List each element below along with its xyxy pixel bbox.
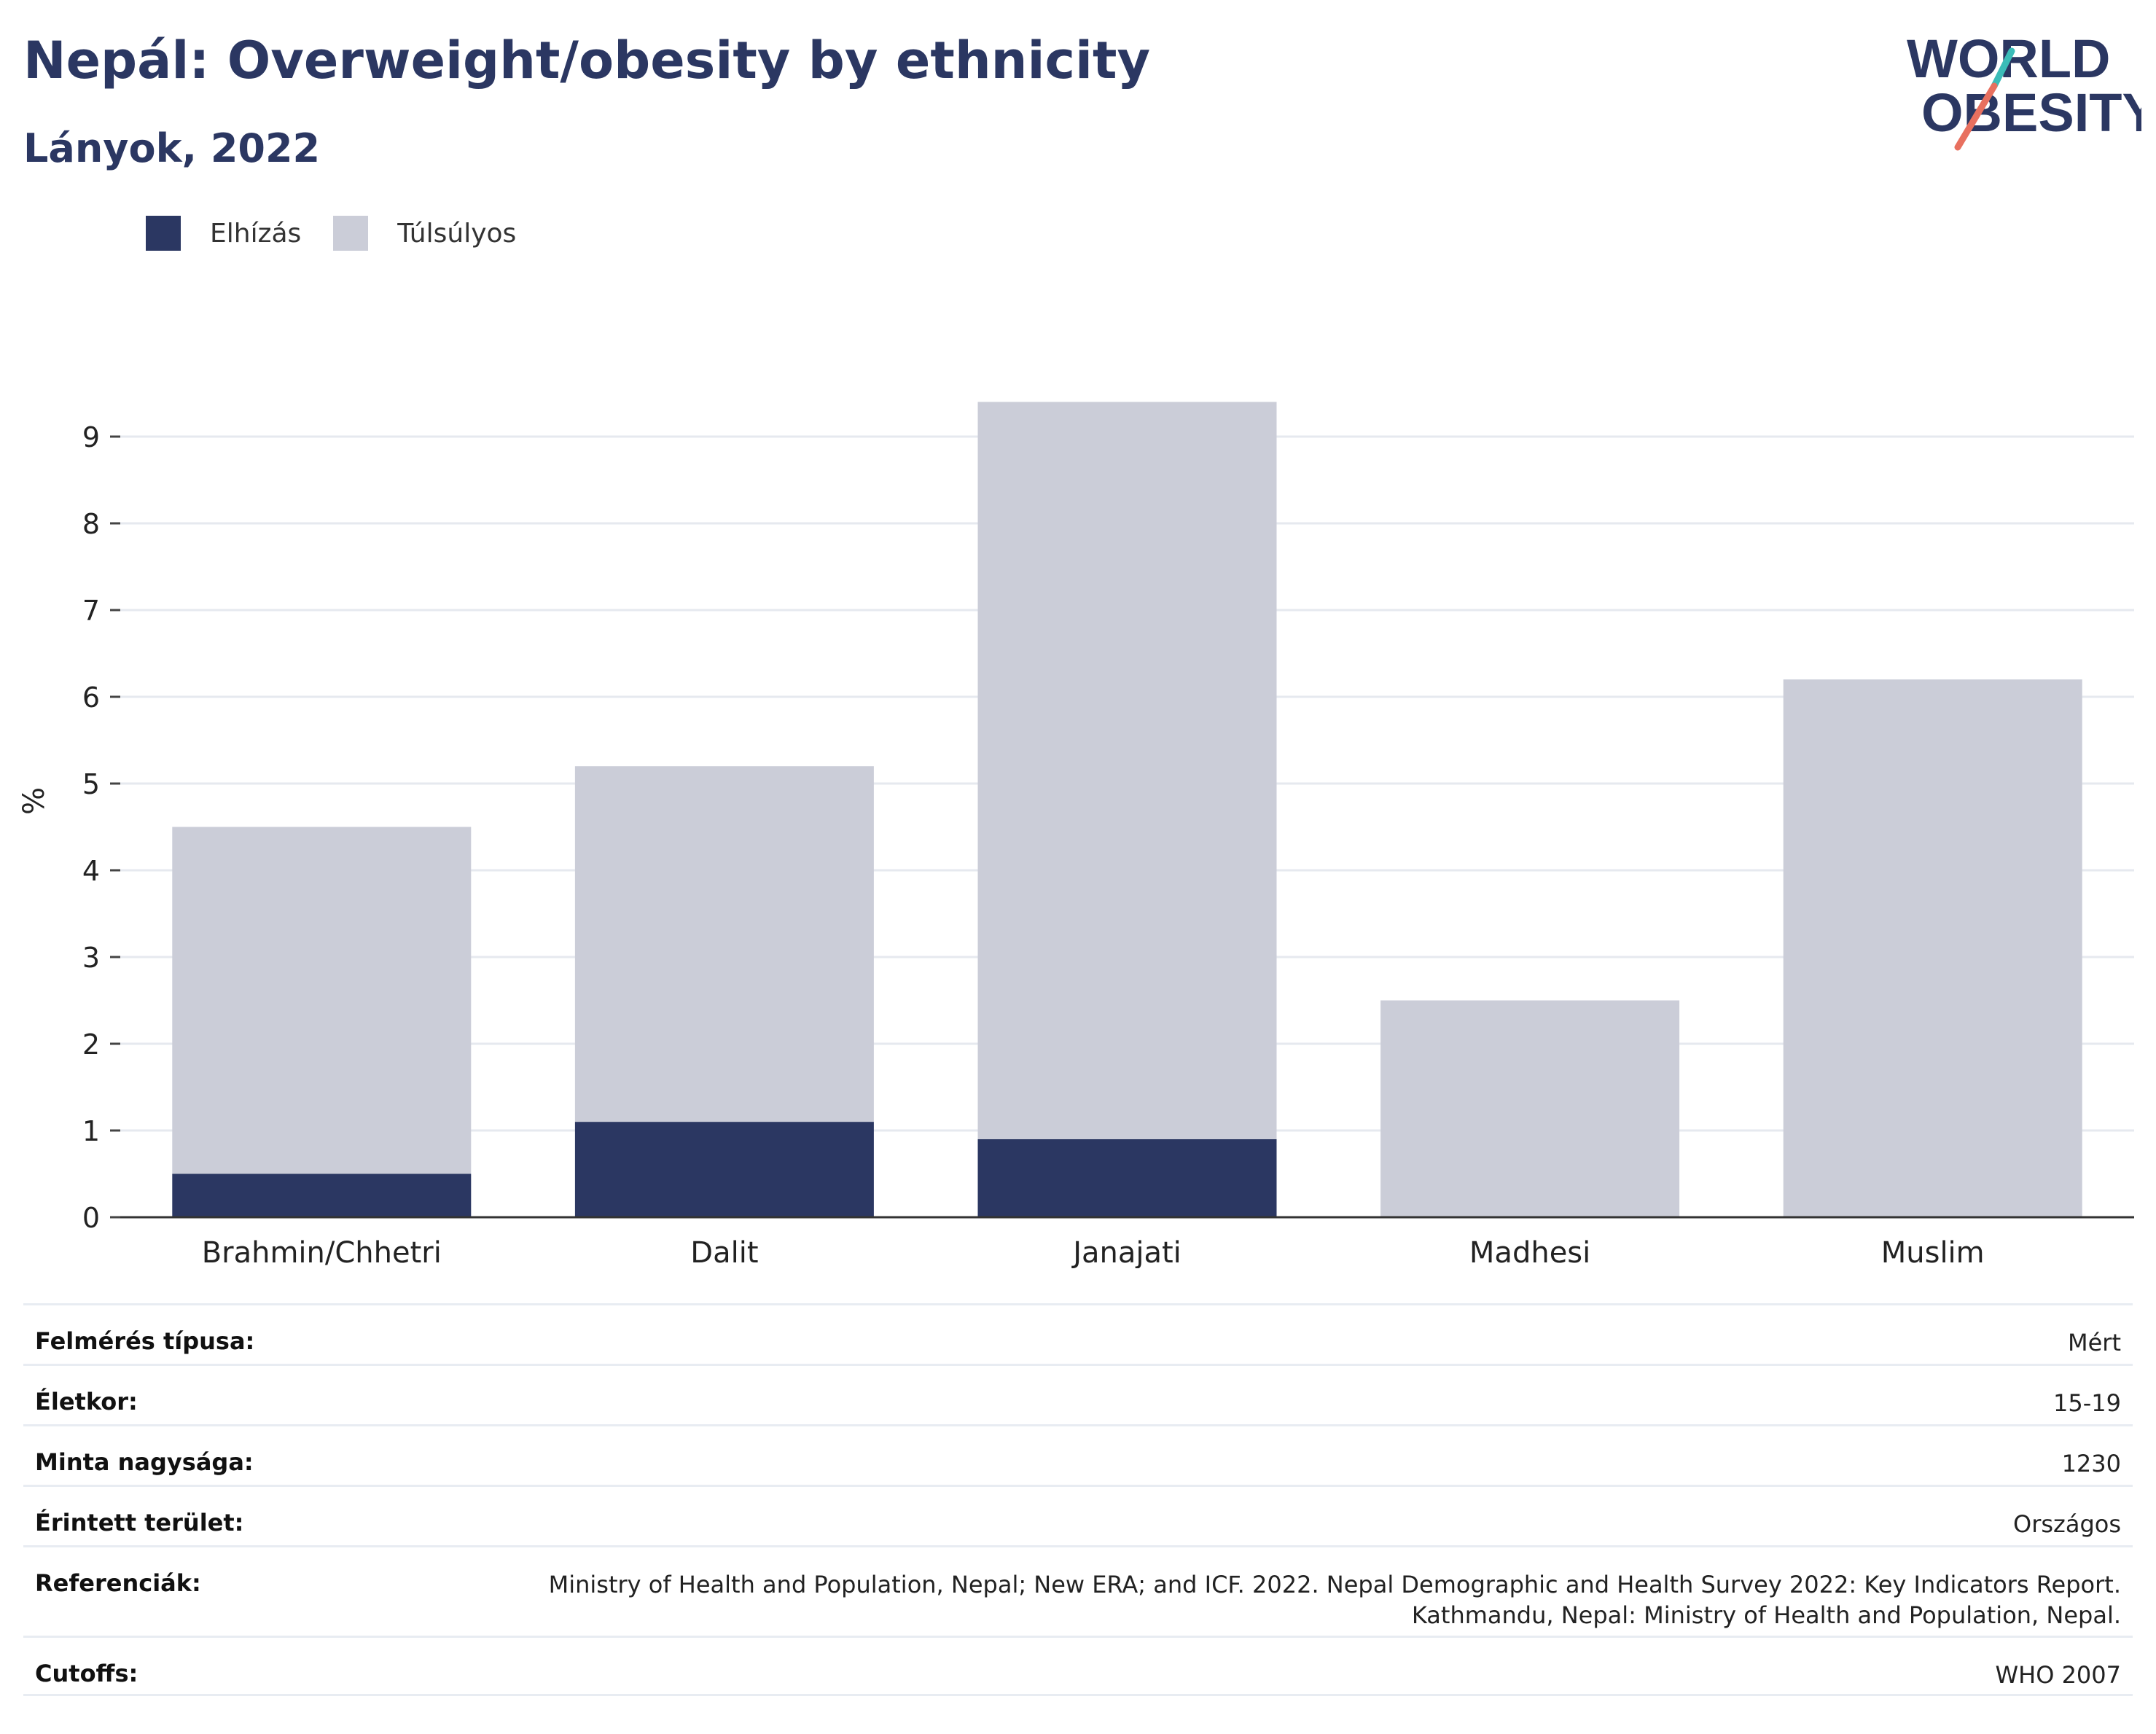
bar-chart: 0 1 2 3 4 5 6 7 8 9% Brahmin/Chhetri Dalit Janajati M… (17, 402, 2134, 1268)
x-tick-label: Brahmin/Chhetri (202, 1236, 442, 1268)
y-tick-label: 5 (82, 768, 100, 800)
bar-overweight (977, 402, 1277, 1139)
bar-overweight (1783, 679, 2082, 1217)
legend-label-obesity: Elhízás (210, 218, 302, 249)
y-tick-label: 3 (82, 942, 100, 974)
bar-overweight (1380, 1000, 1680, 1217)
info-value-line: Kathmandu, Nepal: Ministry of Health and… (1411, 1601, 2121, 1629)
world-obesity-logo: WORLD OBESITY (1907, 28, 2141, 151)
info-value: Mért (2068, 1327, 2121, 1358)
legend-item-overweight[interactable]: Túlsúlyos (333, 216, 516, 251)
survey-info-table: Felmérés típusa: Mért Életkor: 15-19 Minta n… (23, 1303, 2133, 1696)
y-tick-label: 6 (82, 682, 100, 714)
info-label: Cutoffs: (35, 1660, 138, 1687)
chart-subtitle: Lányok, 2022 (23, 125, 321, 171)
info-row: Életkor: 15-19 (23, 1364, 2133, 1424)
info-value-line: Országos (2013, 1510, 2121, 1538)
info-label: Érintett terület: (35, 1509, 244, 1536)
x-tick-label: Dalit (690, 1236, 758, 1268)
logo-word-obesity: OBESITY (1921, 82, 2141, 143)
info-value-line: 1230 (2061, 1450, 2121, 1477)
y-tick-label: 8 (82, 508, 100, 540)
bar-obesity (172, 1173, 472, 1217)
info-row: Referenciák: Ministry of Health and Popul… (23, 1545, 2133, 1636)
y-tick-label: 2 (82, 1028, 100, 1061)
chart-title: Nepál: Overweight/obesity by ethnicity (23, 31, 1151, 90)
info-label: Felmérés típusa: (35, 1327, 255, 1355)
logo-slash-coral (1954, 82, 1998, 151)
y-tick-label: 9 (82, 421, 100, 453)
legend-swatch-obesity (146, 216, 181, 251)
info-label: Referenciák: (35, 1569, 201, 1597)
info-value-line: WHO 2007 (1995, 1661, 2122, 1689)
x-tick-label: Janajati (1071, 1236, 1181, 1268)
logo-slash-teal (1991, 47, 2015, 90)
bar-obesity (977, 1139, 1277, 1217)
bar-obesity (574, 1122, 874, 1217)
info-row: Érintett terület: Országos (23, 1485, 2133, 1545)
chart-legend: Elhízás Túlsúlyos (146, 216, 548, 251)
x-tick-label: Madhesi (1469, 1236, 1590, 1268)
info-value: 1230 (2062, 1448, 2121, 1479)
info-row: Cutoffs: WHO 2007 (23, 1636, 2133, 1696)
bar-overweight (172, 827, 472, 1174)
legend-item-obesity[interactable]: Elhízás (146, 216, 301, 251)
info-row: Minta nagysága: 1230 (23, 1424, 2133, 1485)
x-tick-label: Muslim (1881, 1236, 1985, 1268)
info-label: Életkor: (35, 1388, 138, 1415)
info-value: Ministry of Health and Population, Nepal… (549, 1569, 2121, 1630)
y-tick-label: 0 (82, 1202, 100, 1234)
legend-label-overweight: Túlsúlyos (397, 218, 517, 249)
info-value-line: Ministry of Health and Population, Nepal… (548, 1571, 2121, 1598)
legend-swatch-overweight (333, 216, 369, 251)
y-tick-label: 1 (82, 1115, 100, 1147)
info-value: Országos (2013, 1509, 2121, 1539)
info-value: WHO 2007 (1996, 1660, 2122, 1690)
info-value-line: 15-19 (2053, 1389, 2121, 1417)
info-value: 15-19 (2053, 1388, 2121, 1418)
y-axis-label: % (17, 787, 51, 815)
y-tick-label: 4 (82, 855, 100, 887)
info-label: Minta nagysága: (35, 1448, 254, 1476)
info-row: Felmérés típusa: Mért (23, 1303, 2133, 1364)
bar-overweight (574, 766, 874, 1122)
info-value-line: Mért (2068, 1329, 2121, 1356)
y-tick-label: 7 (82, 595, 100, 627)
